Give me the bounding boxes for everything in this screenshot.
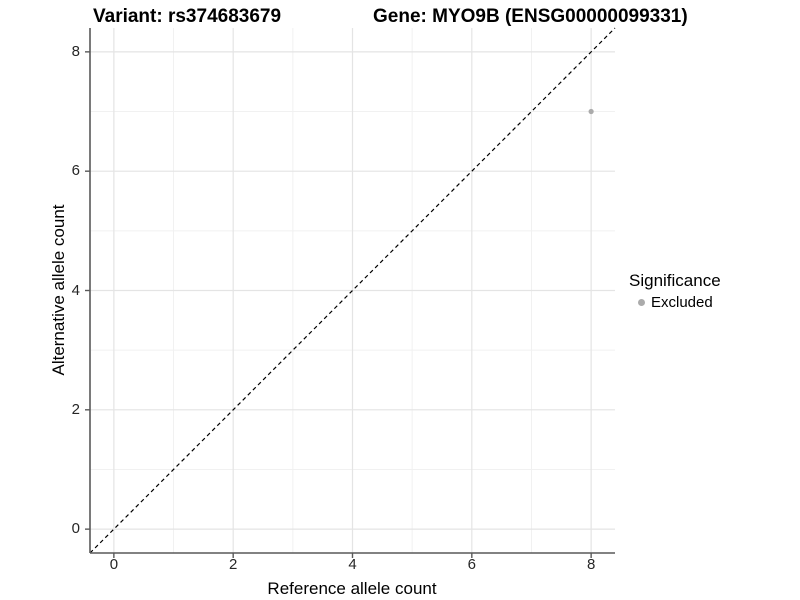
legend-item-label: Excluded: [651, 293, 713, 311]
legend-title: Significance: [629, 271, 721, 290]
plot-title-variant: Variant: rs374683679: [93, 6, 282, 27]
y-tick-label: 6: [71, 162, 80, 180]
plot-title-gene: Gene: MYO9B (ENSG00000099331): [373, 6, 688, 27]
y-tick-label: 8: [71, 42, 80, 60]
x-axis-title: Reference allele count: [267, 579, 437, 598]
legend-panel: Significance Excluded: [629, 271, 721, 311]
legend-item-excluded: Excluded: [629, 293, 721, 311]
x-tick-label: 6: [467, 556, 476, 573]
x-tick-label: 0: [109, 556, 119, 573]
legend-point-icon: [638, 298, 645, 306]
y-tick-label: 0: [71, 520, 80, 538]
y-tick-label: 2: [71, 400, 80, 418]
x-tick-label: 2: [229, 556, 238, 573]
identity-reference-line: [89, 27, 616, 554]
x-tick-label: 4: [348, 556, 357, 573]
x-tick-label: 8: [586, 556, 596, 573]
data-point: [588, 108, 594, 115]
y-tick-label: 4: [71, 281, 80, 299]
